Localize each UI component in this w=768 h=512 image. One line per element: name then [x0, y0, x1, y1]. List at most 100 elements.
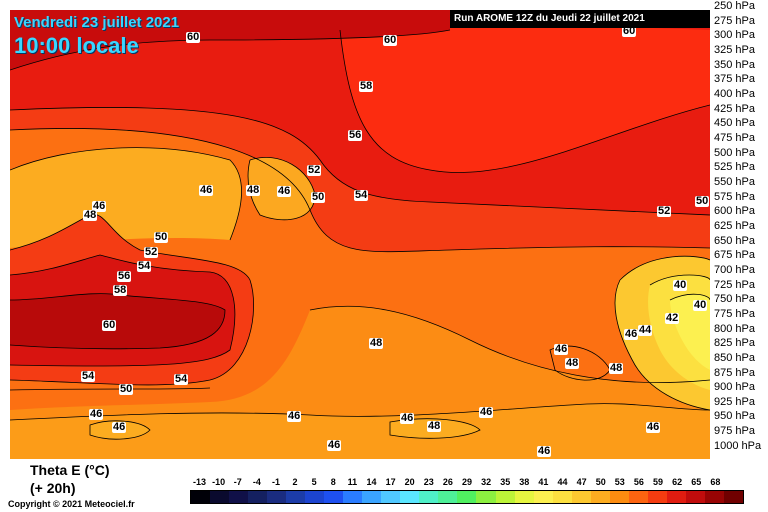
colorbar-tick-label: -7: [233, 477, 242, 487]
contour-label: 48: [369, 337, 384, 349]
colorbar-swatch: [400, 491, 420, 503]
contour-label: 50: [119, 383, 134, 395]
pressure-tick-label: 650 hPa: [714, 234, 755, 247]
colorbar-tick-label: 62: [672, 477, 683, 487]
pressure-tick-label: 600 hPa: [714, 205, 755, 218]
colorbar-swatch: [476, 491, 496, 503]
colorbar-tick-label: 50: [595, 477, 606, 487]
colorbar-swatch: [571, 491, 591, 503]
pressure-tick-label: 425 hPa: [714, 102, 755, 115]
colorbar-tick-label: 23: [423, 477, 434, 487]
colorbar-labels: -13 -10 -7 -4 -1 2 5 8 11 14 17 20 23 26 29 32 35 38 41 44 4…: [190, 477, 744, 489]
pressure-tick-label: 825 hPa: [714, 337, 755, 350]
pressure-tick-label: 350 hPa: [714, 58, 755, 71]
pressure-tick-label: 700 hPa: [714, 263, 755, 276]
contour-label: 48: [83, 209, 98, 221]
colorbar-swatch: [628, 491, 648, 503]
pressure-tick-label: 300 hPa: [714, 29, 755, 42]
pressure-tick-label: 525 hPa: [714, 161, 755, 174]
contour-label: 60: [186, 31, 201, 43]
pressure-tick-label: 900 hPa: [714, 381, 755, 394]
colorbar-swatch: [362, 491, 382, 503]
colorbar-swatch: [286, 491, 306, 503]
pressure-tick-label: 775 hPa: [714, 307, 755, 320]
colorbar-tick-label: 41: [538, 477, 549, 487]
contour-label: 46: [199, 184, 214, 196]
pressure-tick-label: 625 hPa: [714, 219, 755, 232]
colorbar-swatch: [229, 491, 249, 503]
contour-label: 46: [624, 328, 639, 340]
colorbar-swatch: [248, 491, 268, 503]
colorbar-tick-label: 26: [442, 477, 453, 487]
colorbar-tick-label: 11: [347, 477, 358, 487]
colorbar-swatch: [191, 491, 211, 503]
pressure-tick-label: 750 hPa: [714, 293, 755, 306]
colorbar-tick-label: 47: [576, 477, 587, 487]
colorbar: [190, 490, 744, 504]
contour-label: 46: [277, 185, 292, 197]
colorbar-swatch: [533, 491, 553, 503]
contour-label: 56: [117, 270, 132, 282]
pressure-axis: 250 hPa 275 hPa 300 hPa 325 hPa 350 hPa 375 h…: [714, 0, 768, 470]
colorbar-swatch: [514, 491, 534, 503]
contour-label: 50: [154, 231, 169, 243]
pressure-tick-label: 725 hPa: [714, 278, 755, 291]
pressure-tick-label: 475 hPa: [714, 131, 755, 144]
colorbar-tick-label: 65: [691, 477, 702, 487]
colorbar-tick-label: 68: [710, 477, 721, 487]
colorbar-swatch: [723, 491, 743, 503]
contour-label: 46: [89, 408, 104, 420]
contour-label: 60: [102, 319, 117, 331]
colorbar-swatch: [419, 491, 439, 503]
colorbar-swatch: [438, 491, 458, 503]
contour-label: 54: [174, 373, 189, 385]
pressure-tick-label: 950 hPa: [714, 410, 755, 423]
model-run-label: Run AROME 12Z du Jeudi 22 juillet 2021: [450, 10, 710, 28]
colorbar-swatch: [609, 491, 629, 503]
pressure-tick-label: 675 hPa: [714, 249, 755, 262]
pressure-tick-label: 450 hPa: [714, 117, 755, 130]
contour-label: 54: [354, 189, 369, 201]
contour-label: 44: [638, 324, 653, 336]
contour-label: 48: [246, 184, 261, 196]
theta-e-cross-section: [10, 10, 710, 459]
colorbar-swatch: [343, 491, 363, 503]
forecast-time: 10:00 locale: [14, 33, 139, 58]
pressure-tick-label: 550 hPa: [714, 175, 755, 188]
contour-label: 46: [327, 439, 342, 451]
contour-label: 40: [693, 299, 708, 311]
colorbar-swatch: [305, 491, 325, 503]
contour-label: 50: [695, 195, 710, 207]
pressure-tick-label: 375 hPa: [714, 73, 755, 86]
copyright-notice: Copyright © 2021 Meteociel.fr: [8, 499, 135, 509]
colorbar-swatch: [704, 491, 724, 503]
colorbar-tick-label: 38: [519, 477, 530, 487]
colorbar-tick-label: 8: [330, 477, 336, 487]
colorbar-tick-label: 5: [311, 477, 317, 487]
colorbar-tick-label: 20: [404, 477, 415, 487]
contour-label: 46: [112, 421, 127, 433]
contour-label: 46: [400, 412, 415, 424]
colorbar-tick-label: 53: [614, 477, 625, 487]
colorbar-swatch: [381, 491, 401, 503]
contour-label: 46: [554, 343, 569, 355]
pressure-tick-label: 975 hPa: [714, 425, 755, 438]
contour-label: 52: [657, 205, 672, 217]
colorbar-swatch: [267, 491, 287, 503]
pressure-tick-label: 325 hPa: [714, 43, 755, 56]
contour-label: 48: [565, 357, 580, 369]
contour-label: 60: [622, 25, 637, 37]
contour-label: 48: [427, 420, 442, 432]
variable-name: Theta E (°C): [30, 462, 110, 478]
colorbar-swatch: [647, 491, 667, 503]
pressure-tick-label: 850 hPa: [714, 351, 755, 364]
colorbar-tick-label: 35: [500, 477, 511, 487]
contour-label: 48: [609, 362, 624, 374]
colorbar-tick-label: 56: [633, 477, 644, 487]
lead-time: (+ 20h): [30, 480, 76, 496]
colorbar-swatch: [324, 491, 344, 503]
colorbar-tick-label: -1: [271, 477, 280, 487]
pressure-tick-label: 500 hPa: [714, 146, 755, 159]
colorbar-swatch: [552, 491, 572, 503]
forecast-date: Vendredi 23 juillet 2021: [14, 14, 180, 31]
